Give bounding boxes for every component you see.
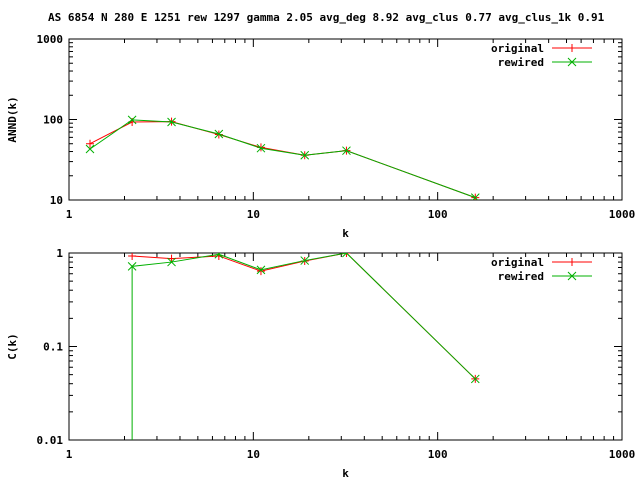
legend-marker-original bbox=[568, 258, 576, 266]
data-point-rewired bbox=[127, 261, 137, 271]
data-point-rewired bbox=[167, 117, 176, 127]
y-tick-label: 1 bbox=[56, 247, 63, 260]
data-point-original bbox=[342, 253, 351, 257]
x-tick-label: 1 bbox=[66, 208, 73, 221]
data-point-original bbox=[167, 254, 176, 263]
series-rewired bbox=[127, 253, 480, 440]
x-tick-label: 10 bbox=[247, 208, 260, 221]
series-rewired bbox=[85, 115, 480, 200]
data-point-rewired bbox=[342, 146, 351, 156]
x-tick-label: 100 bbox=[428, 208, 448, 221]
y-axis-label: ANND(k) bbox=[6, 96, 19, 142]
legend-marker-original bbox=[568, 44, 576, 52]
data-point-original bbox=[214, 253, 223, 260]
series-line-original bbox=[89, 121, 476, 199]
x-tick-label: 10 bbox=[247, 448, 260, 461]
series-original bbox=[86, 117, 480, 200]
y-tick-label: 10 bbox=[50, 194, 63, 207]
y-tick-label: 1000 bbox=[37, 33, 64, 46]
data-point-rewired bbox=[300, 256, 310, 265]
data-point-rewired bbox=[167, 257, 176, 267]
data-point-rewired bbox=[256, 143, 266, 153]
y-tick-label: 0.01 bbox=[37, 434, 64, 447]
legend-marker-rewired bbox=[567, 57, 577, 67]
annd-panel: 1 10 100 1000101001000kANND(k)originalrewir… bbox=[6, 33, 635, 240]
data-point-original bbox=[86, 139, 95, 148]
y-tick-label: 0.1 bbox=[43, 341, 63, 354]
x-tick-label: 1000 bbox=[609, 208, 636, 221]
series-line-original bbox=[132, 253, 476, 380]
x-tick-label: 1 bbox=[66, 448, 73, 461]
data-point-rewired bbox=[470, 193, 480, 200]
series-original bbox=[128, 253, 480, 383]
series-line-rewired bbox=[131, 253, 476, 440]
legend-label-rewired: rewired bbox=[498, 56, 544, 69]
x-axis-label: k bbox=[342, 467, 349, 480]
x-tick-label: 100 bbox=[428, 448, 448, 461]
legend-marker-rewired bbox=[567, 271, 577, 281]
data-point-rewired bbox=[470, 374, 480, 384]
data-point-rewired bbox=[214, 253, 224, 259]
x-axis-label: k bbox=[342, 227, 349, 240]
data-point-rewired bbox=[300, 150, 310, 160]
data-point-rewired bbox=[256, 265, 266, 275]
legend-label-rewired: rewired bbox=[498, 270, 544, 283]
data-point-rewired bbox=[342, 253, 351, 258]
x-tick-label: 1000 bbox=[609, 448, 636, 461]
data-point-rewired bbox=[214, 129, 224, 139]
data-point-rewired bbox=[85, 144, 95, 154]
series-line-rewired bbox=[89, 119, 476, 199]
data-point-original bbox=[256, 267, 265, 276]
legend-label-original: original bbox=[491, 42, 544, 55]
legend-label-original: original bbox=[491, 256, 544, 269]
data-point-original bbox=[128, 253, 137, 260]
figure-title: AS 6854 N 280 E 1251 rew 1297 gamma 2.05… bbox=[48, 11, 605, 24]
y-axis-label: C(k) bbox=[6, 333, 19, 360]
y-tick-label: 100 bbox=[43, 114, 63, 127]
data-point-rewired bbox=[127, 115, 137, 125]
